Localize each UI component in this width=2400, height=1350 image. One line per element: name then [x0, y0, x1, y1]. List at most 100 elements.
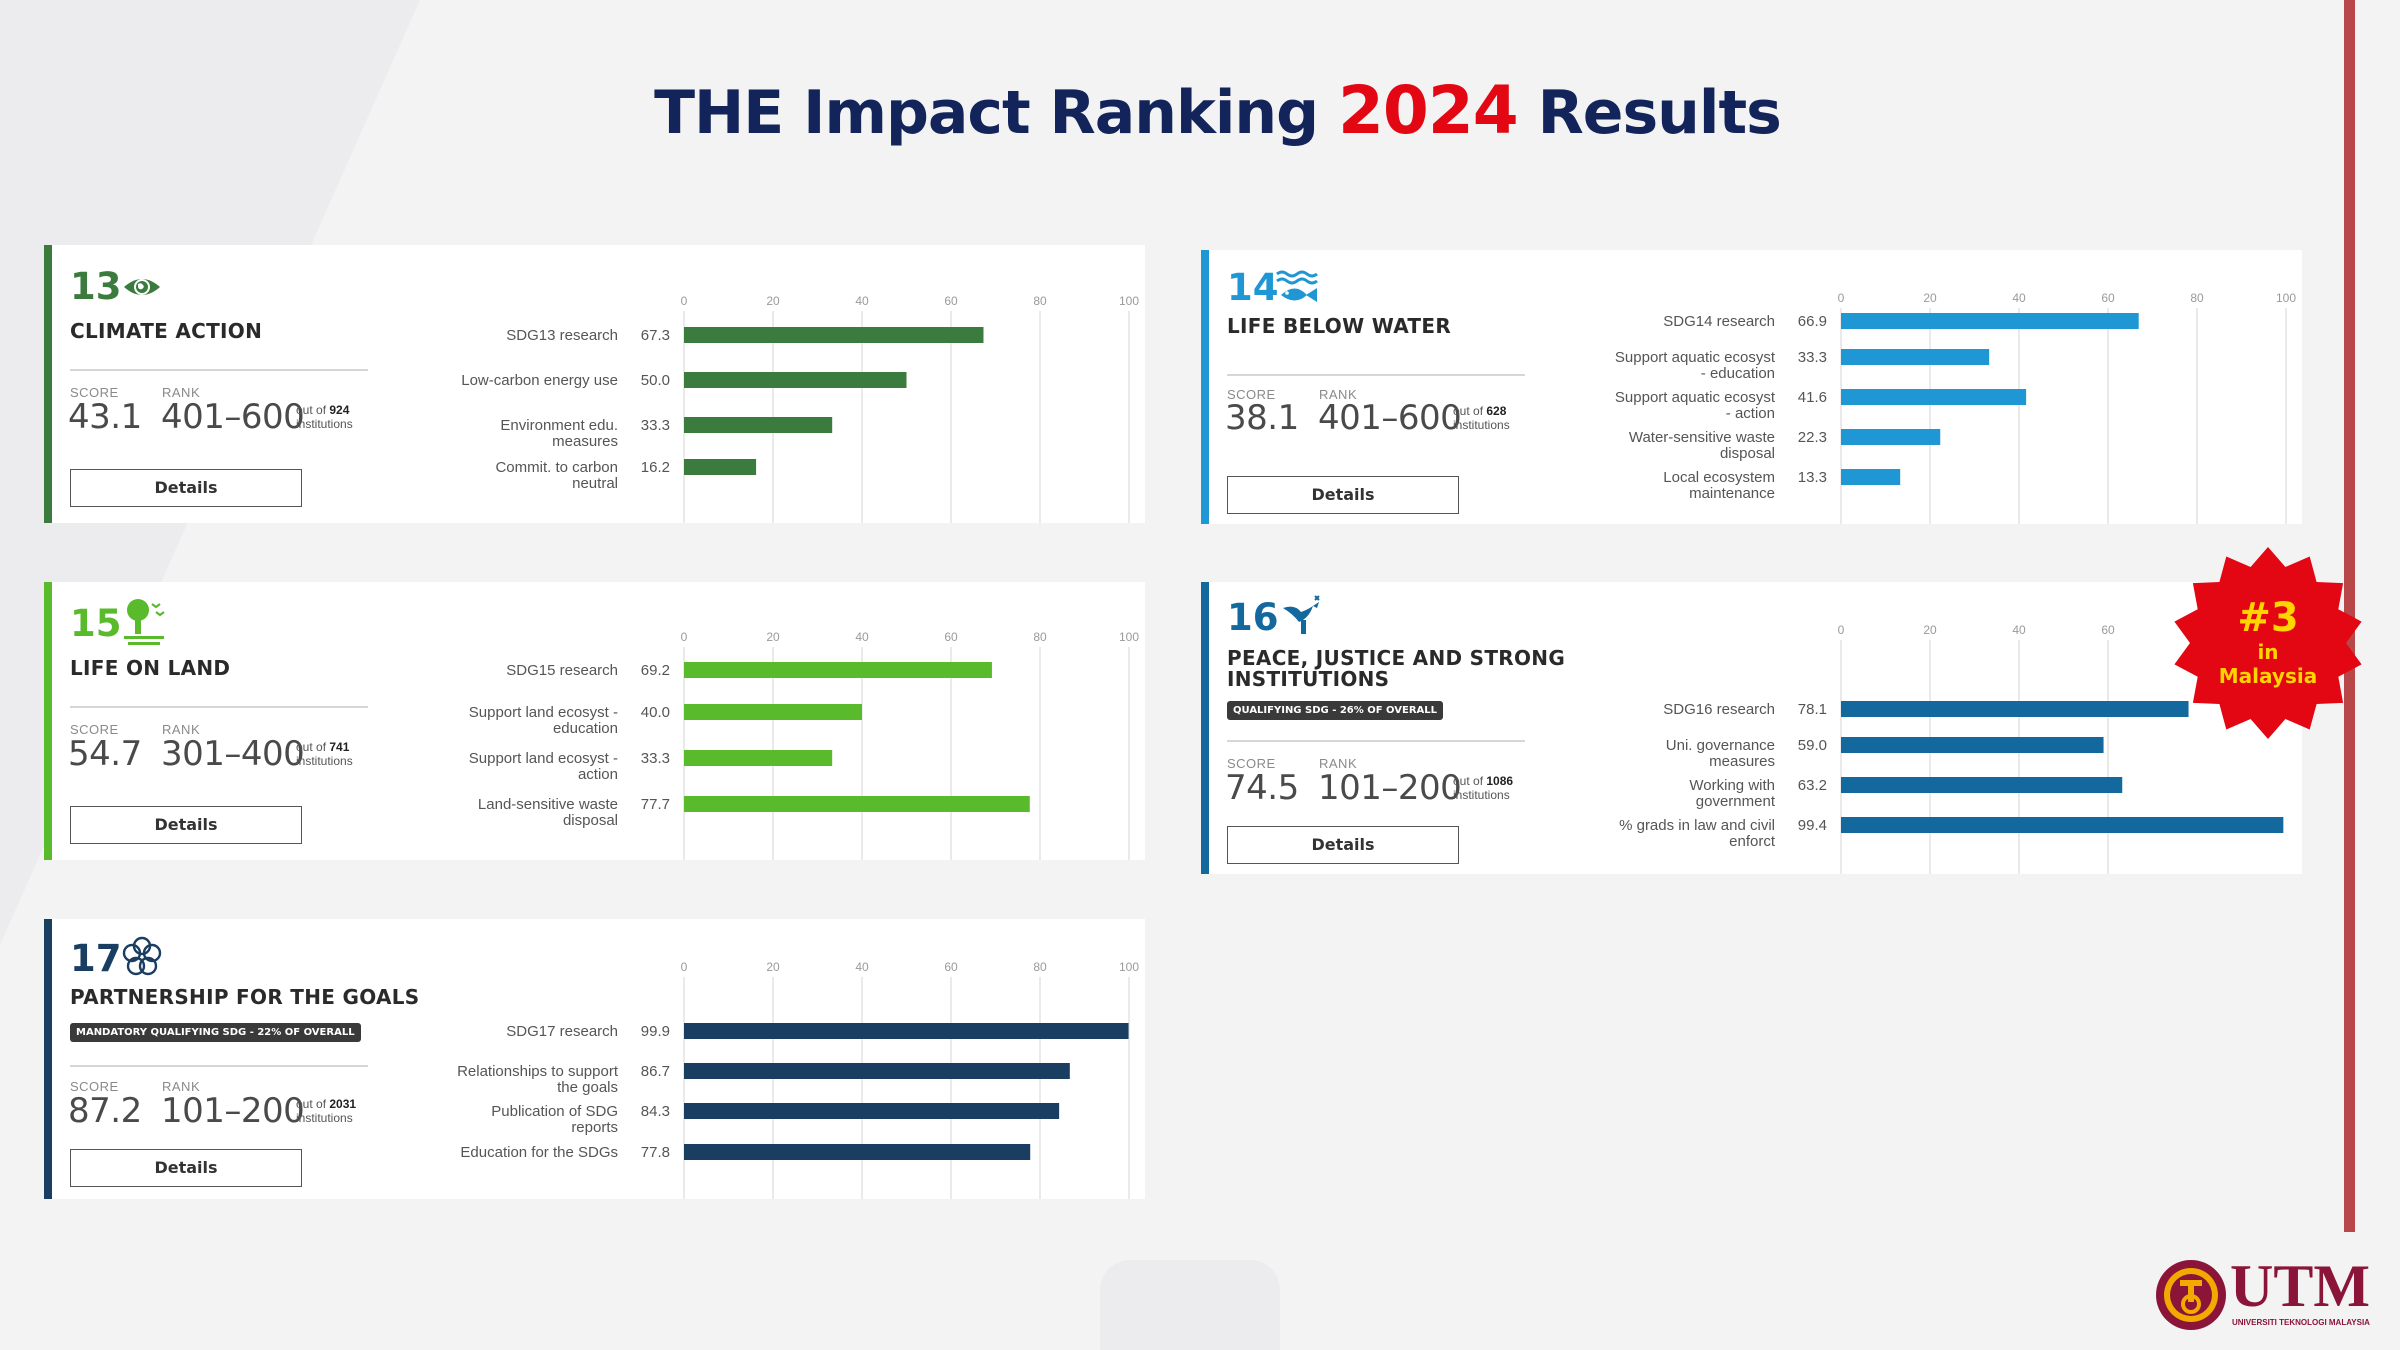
tick-label: 0 [1838, 623, 1845, 637]
divider [70, 1065, 368, 1067]
score-label: SCORE [70, 1079, 119, 1094]
score-label: SCORE [1227, 756, 1276, 771]
details-button[interactable]: Details [70, 1149, 302, 1187]
title-main: THE Impact Ranking [654, 78, 1319, 148]
bar [1841, 817, 2284, 833]
tick-label: 0 [681, 294, 688, 308]
category-label: action [578, 766, 618, 783]
score-label: SCORE [1227, 387, 1276, 402]
tick-label: 20 [766, 630, 780, 644]
category-label: Support land ecosyst - [469, 704, 618, 721]
rank-total: out of 924 institutions [296, 403, 353, 431]
category-label: reports [571, 1119, 618, 1136]
category-label: the goals [557, 1079, 618, 1096]
category-label: SDG14 research [1663, 313, 1775, 330]
bar [1841, 429, 1941, 445]
card-accent [44, 919, 52, 1199]
rank-label: RANK [162, 385, 201, 400]
globe-eye-icon [124, 279, 160, 295]
bar [684, 1144, 1031, 1160]
qualifying-badge: QUALIFYING SDG - 26% OF OVERALL [1227, 701, 1444, 720]
category-label: SDG15 research [506, 662, 618, 679]
tick-label: 80 [2190, 291, 2204, 305]
utm-logo: UTM UNIVERSITI TEKNOLOGI MALAYSIA [2150, 1254, 2370, 1334]
category-label: disposal [563, 812, 618, 829]
tick-label: 60 [944, 630, 958, 644]
category-label: % grads in law and civil [1619, 817, 1775, 834]
value-label: 77.7 [641, 796, 670, 813]
card-accent [1201, 250, 1209, 524]
value-label: 77.8 [641, 1144, 670, 1161]
sdg-name: PEACE, JUSTICE AND STRONG INSTITUTIONS [1227, 646, 1566, 691]
sdg-name: PARTNERSHIP FOR THE GOALS [70, 985, 420, 1009]
category-label: government [1696, 793, 1776, 810]
bar [684, 327, 984, 343]
category-label: SDG13 research [506, 327, 618, 344]
badge-line1: in [2257, 640, 2279, 664]
tick-label: 80 [1033, 630, 1047, 644]
tick-label: 100 [1119, 294, 1139, 308]
tick-label: 20 [1923, 623, 1937, 637]
bar [1841, 349, 1990, 365]
category-label: SDG17 research [506, 1023, 618, 1040]
rank-total: out of 628 institutions [1453, 404, 1510, 432]
details-button[interactable]: Details [1227, 826, 1459, 864]
card-accent [44, 582, 52, 860]
bar [684, 372, 907, 388]
rank-label: RANK [162, 1079, 201, 1094]
category-label: SDG16 research [1663, 701, 1775, 718]
card-accent [1201, 582, 1209, 874]
tick-label: 20 [766, 294, 780, 308]
tick-label: 40 [855, 294, 869, 308]
value-label: 41.6 [1798, 389, 1827, 406]
value-label: 67.3 [641, 327, 670, 344]
score-value: 43.1 [68, 397, 142, 437]
sdg16-bar-chart: 0 20 40 60 78.1 SDG16 research 59.0 Uni. govern… [1619, 623, 2284, 874]
bar [1841, 701, 2189, 717]
category-label: disposal [1720, 445, 1775, 462]
bar [684, 1063, 1070, 1079]
score-value: 74.5 [1225, 768, 1299, 808]
value-label: 78.1 [1798, 701, 1827, 718]
sdg-card-14: 14 LIFE BELOW WATER SCORE RANK 38.1 401–… [1201, 250, 2302, 524]
qualifying-badge: MANDATORY QUALIFYING SDG - 22% OF OVERAL… [70, 1023, 361, 1042]
details-button[interactable]: Details [1227, 476, 1459, 514]
bar [1841, 777, 2123, 793]
fish-waves-icon [1276, 270, 1318, 302]
flower-rings-icon [122, 936, 162, 976]
rank-badge-starburst [2174, 547, 2362, 739]
sdg-number: 13 [70, 265, 122, 308]
category-label: Environment edu. [500, 417, 618, 434]
category-label: Publication of SDG [491, 1103, 618, 1120]
category-label: Low-carbon energy use [461, 372, 618, 389]
title-year: 2024 [1337, 72, 1519, 149]
bar [684, 750, 833, 766]
details-button[interactable]: Details [70, 469, 302, 507]
tree-birds-icon [124, 599, 165, 645]
utm-wordmark: UTM [2230, 1253, 2370, 1319]
score-label: SCORE [70, 722, 119, 737]
category-label: - education [1701, 365, 1775, 382]
tick-label: 0 [681, 630, 688, 644]
details-button[interactable]: Details [70, 806, 302, 844]
tick-label: 60 [2101, 623, 2115, 637]
value-label: 22.3 [1798, 429, 1827, 446]
category-label: neutral [572, 475, 618, 492]
category-label: Uni. governance [1666, 737, 1775, 754]
value-label: 66.9 [1798, 313, 1827, 330]
tick-label: 100 [1119, 630, 1139, 644]
rank-total: out of 1086 institutions [1453, 774, 1514, 802]
value-label: 69.2 [641, 662, 670, 679]
bar [684, 662, 992, 678]
value-label: 40.0 [641, 704, 670, 721]
category-label: Support aquatic ecosyst [1615, 349, 1776, 366]
sdg-card-16: 16 PEACE, JUSTICE AND STRONG INSTITUTIONS… [1201, 582, 2302, 874]
background-shape [1100, 1260, 1280, 1350]
sdg-name: LIFE ON LAND [70, 656, 231, 680]
sdg15-bar-chart: 0 20 40 60 80 100 69.2 SDG15 research 40.0 Suppor… [469, 630, 1139, 860]
tick-label: 100 [2276, 291, 2296, 305]
page-title: THE Impact Ranking 2024 Results [0, 72, 2400, 149]
sdg-card-15: 15 LIFE ON LAND SCORE RANK 54.7 301–400 … [44, 582, 1145, 860]
tick-label: 40 [2012, 291, 2026, 305]
value-label: 33.3 [1798, 349, 1827, 366]
